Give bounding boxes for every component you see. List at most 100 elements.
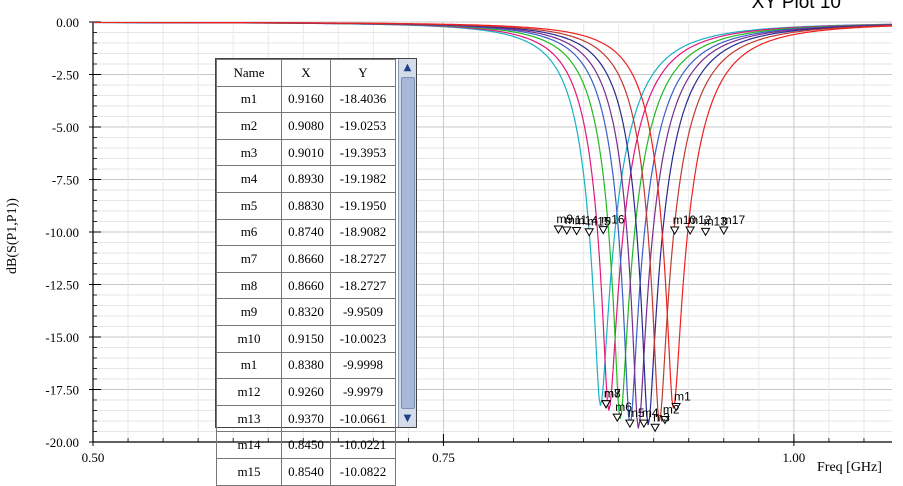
cell-name: m15 xyxy=(216,457,282,486)
table-row: m14 0.8450 -10.0221 xyxy=(216,431,396,459)
cell-name: m10 xyxy=(216,324,282,353)
table-row: m1 0.9160 -18.4036 xyxy=(216,85,396,114)
cell-name: m6 xyxy=(216,218,282,247)
cell-y: -18.2727 xyxy=(330,271,396,300)
marker-triangle xyxy=(685,226,696,235)
table-row: m2 0.9080 -19.0253 xyxy=(216,112,396,140)
table-row: m10 0.9150 -10.0023 xyxy=(216,324,396,353)
cell-name: m5 xyxy=(216,191,282,220)
series-line xyxy=(93,22,892,429)
marker-triangle xyxy=(669,226,680,236)
table-row: m6 0.8740 -18.9082 xyxy=(216,218,396,247)
marker-triangle xyxy=(660,416,670,425)
cell-x: 0.8740 xyxy=(281,218,331,247)
table-row: m12 0.9260 -9.9979 xyxy=(216,378,396,406)
y-tick-label: -7.50 xyxy=(52,173,79,188)
marker-triangle xyxy=(571,226,582,236)
y-tick-label: -5.00 xyxy=(52,120,79,135)
cell-x: 0.8320 xyxy=(281,298,331,326)
series-line xyxy=(93,22,892,411)
cell-name: m12 xyxy=(216,378,282,406)
scroll-down-arrow-icon[interactable]: ▼ xyxy=(403,413,412,424)
y-tick-label: 0.00 xyxy=(56,15,79,30)
marker-triangle xyxy=(625,419,635,429)
cell-y: -18.4036 xyxy=(330,85,396,114)
series-line xyxy=(93,22,892,426)
cell-x: 0.8660 xyxy=(281,271,331,300)
x-axis-label: Freq [GHz] xyxy=(817,460,882,475)
cell-y: -19.1982 xyxy=(330,165,396,193)
table-row: m7 0.8660 -18.2727 xyxy=(216,245,396,273)
marker-label: m4 xyxy=(642,406,659,420)
marker-triangle xyxy=(671,402,681,412)
x-tick-label: 0.50 xyxy=(82,450,105,465)
marker-label: m3 xyxy=(653,410,670,424)
marker-label: m1 xyxy=(674,389,691,403)
scrollbar-thumb[interactable] xyxy=(401,77,415,409)
marker-label: m7 xyxy=(604,387,621,401)
axes: 0.00 -2.50 -5.00 -7.50 -10.00 -12.50 -15.00 -17… xyxy=(45,15,892,465)
cell-x: 0.9150 xyxy=(281,324,331,353)
series-line xyxy=(93,22,892,420)
series-line xyxy=(93,22,892,406)
y-tick-label: -15.00 xyxy=(45,330,79,345)
cell-name: m14 xyxy=(216,431,282,459)
cell-name: m1 xyxy=(216,85,282,114)
cell-y: -10.0661 xyxy=(330,404,396,433)
cell-x: 0.9080 xyxy=(281,112,331,140)
cell-x: 0.8450 xyxy=(281,431,331,459)
cell-y: -10.0221 xyxy=(330,431,396,459)
cell-y: -19.3953 xyxy=(330,138,396,167)
cell-y: -19.0253 xyxy=(330,112,396,140)
cell-name: m4 xyxy=(216,165,282,193)
table-row: m3 0.9010 -19.3953 xyxy=(216,138,396,167)
marker-triangle xyxy=(561,226,572,236)
marker-triangle xyxy=(650,423,660,433)
marker-label: m5 xyxy=(628,406,645,420)
cell-x: 0.9370 xyxy=(281,404,331,433)
cell-name: m9 xyxy=(216,298,282,326)
marker-label: m10 xyxy=(673,213,697,227)
chart-title: XY Plot 10 xyxy=(751,0,841,13)
series-line xyxy=(93,22,892,409)
y-tick-label: -20.00 xyxy=(45,435,79,450)
marker-label: m9 xyxy=(556,212,573,226)
marker-label: m13 xyxy=(704,214,728,228)
cell-name: m3 xyxy=(216,138,282,167)
table-header-row: Name X Y xyxy=(216,59,396,87)
marker-label: m14 xyxy=(575,213,599,227)
cell-x: 0.8380 xyxy=(281,351,331,380)
marker-label: m12 xyxy=(688,213,712,227)
table-row: m1 0.8380 -9.9998 xyxy=(216,351,396,380)
x-tick-label: 0.75 xyxy=(432,450,455,465)
marker-label: m2 xyxy=(663,403,680,417)
table-scrollbar[interactable]: ▲ ▼ xyxy=(398,59,416,427)
cell-x: 0.8660 xyxy=(281,245,331,273)
x-tick-label: 1.00 xyxy=(783,450,806,465)
marker-triangle xyxy=(601,400,611,409)
table-row: m15 0.8540 -10.0822 xyxy=(216,457,396,486)
header-y: Y xyxy=(330,59,396,87)
cell-x: 0.8540 xyxy=(281,457,331,486)
marker-triangle xyxy=(553,225,564,234)
cell-y: -9.9998 xyxy=(330,351,396,380)
marker-data-table: Name X Y m1 0.9160 -18.4036 m2 0.9080 -19.025… xyxy=(216,59,396,486)
marker-triangle xyxy=(612,413,623,423)
cell-y: -18.9082 xyxy=(330,218,396,247)
cell-x: 0.8930 xyxy=(281,165,331,193)
marker-triangle xyxy=(639,419,649,429)
table-row: m4 0.8930 -19.1982 xyxy=(216,165,396,193)
header-x: X xyxy=(281,59,331,87)
marker-label: m6 xyxy=(615,400,632,414)
marker-label: m17 xyxy=(722,213,746,227)
y-tick-label: -2.50 xyxy=(52,68,79,83)
marker-label: m11 xyxy=(565,213,588,227)
marker-table[interactable]: Name X Y m1 0.9160 -18.4036 m2 0.9080 -19.025… xyxy=(215,58,424,486)
cell-name: m2 xyxy=(216,112,282,140)
cell-y: -10.0822 xyxy=(330,457,396,486)
cell-name: m7 xyxy=(216,245,282,273)
marker-label: m16 xyxy=(601,213,625,227)
scroll-up-arrow-icon[interactable]: ▲ xyxy=(403,62,412,73)
